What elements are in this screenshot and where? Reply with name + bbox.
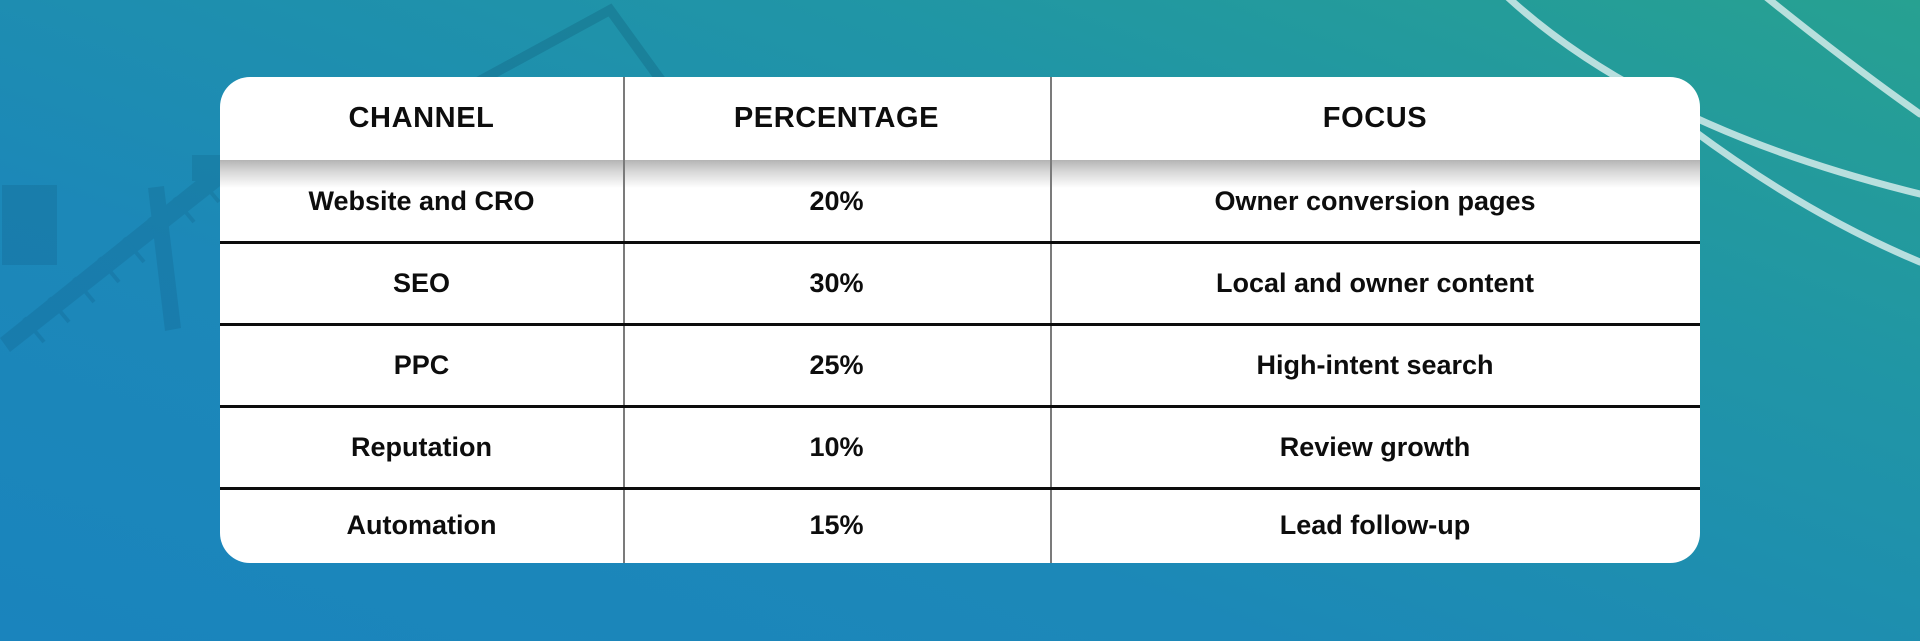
row-reputation-focus: Review growth — [1279, 431, 1471, 462]
row-seo-percentage: 30% — [809, 267, 864, 298]
row-divider-2 — [220, 323, 1700, 326]
row-website-channel: Website and CRO — [308, 185, 535, 216]
row-ppc-focus: High-intent search — [1256, 349, 1494, 380]
channel-table-card: CHANNEL PERCENTAGE FOCUS Website and CRO… — [220, 77, 1700, 563]
column-header-channel: CHANNEL — [348, 102, 495, 134]
row-seo-focus: Local and owner content — [1215, 267, 1535, 298]
row-divider-4 — [220, 487, 1700, 490]
channel-table: CHANNEL PERCENTAGE FOCUS Website and CRO… — [220, 77, 1700, 563]
row-divider-3 — [220, 405, 1700, 408]
row-ppc-percentage: 25% — [809, 349, 864, 380]
row-website-percentage: 20% — [809, 185, 864, 216]
row-automation-channel: Automation — [346, 510, 497, 540]
row-reputation-percentage: 10% — [809, 431, 864, 462]
column-divider-1 — [623, 77, 625, 563]
column-header-percentage: PERCENTAGE — [733, 102, 940, 134]
crane-photo-overlay — [0, 155, 224, 352]
header-drop-shadow — [220, 160, 1700, 188]
row-ppc-channel: PPC — [393, 349, 450, 380]
row-automation-percentage: 15% — [809, 510, 864, 540]
column-header-focus: FOCUS — [1322, 102, 1428, 134]
row-reputation-channel: Reputation — [351, 431, 492, 462]
row-website-focus: Owner conversion pages — [1214, 185, 1536, 216]
row-seo-channel: SEO — [392, 267, 451, 298]
row-automation-focus: Lead follow-up — [1279, 510, 1471, 540]
row-divider-1 — [220, 241, 1700, 244]
column-divider-2 — [1050, 77, 1052, 563]
